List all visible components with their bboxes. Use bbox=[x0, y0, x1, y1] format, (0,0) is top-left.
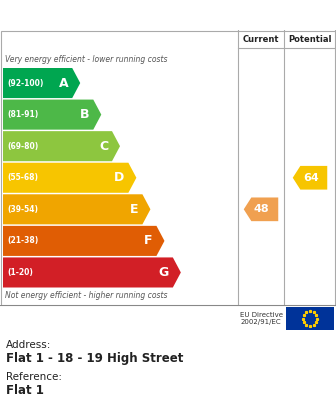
Polygon shape bbox=[293, 166, 327, 190]
Text: C: C bbox=[99, 140, 108, 153]
Polygon shape bbox=[3, 100, 101, 130]
Text: Very energy efficient - lower running costs: Very energy efficient - lower running co… bbox=[5, 56, 168, 64]
Text: Potential: Potential bbox=[288, 34, 332, 43]
Text: B: B bbox=[80, 108, 89, 121]
Text: E: E bbox=[130, 203, 138, 216]
Polygon shape bbox=[3, 258, 181, 288]
Text: A: A bbox=[58, 77, 68, 90]
Bar bbox=[284, 305, 336, 332]
Text: (55-68): (55-68) bbox=[7, 173, 38, 182]
Bar bbox=[286, 307, 334, 330]
Text: England, Scotland & Wales: England, Scotland & Wales bbox=[6, 312, 184, 325]
Polygon shape bbox=[3, 163, 136, 193]
Text: Energy Efficiency Rating: Energy Efficiency Rating bbox=[53, 6, 283, 24]
Text: 64: 64 bbox=[303, 173, 319, 183]
Polygon shape bbox=[3, 194, 151, 224]
Text: Flat 1 - 18 - 19 High Street: Flat 1 - 18 - 19 High Street bbox=[6, 352, 183, 365]
Text: D: D bbox=[114, 171, 124, 184]
Polygon shape bbox=[3, 226, 164, 256]
Text: EU Directive
2002/91/EC: EU Directive 2002/91/EC bbox=[240, 312, 283, 325]
Text: (81-91): (81-91) bbox=[7, 110, 38, 119]
Text: Flat 1: Flat 1 bbox=[6, 384, 44, 395]
Polygon shape bbox=[244, 198, 278, 221]
Text: Address:: Address: bbox=[6, 340, 51, 350]
Text: Not energy efficient - higher running costs: Not energy efficient - higher running co… bbox=[5, 290, 168, 299]
Text: (92-100): (92-100) bbox=[7, 79, 43, 88]
Text: 48: 48 bbox=[254, 204, 269, 214]
Text: (69-80): (69-80) bbox=[7, 142, 38, 150]
Text: Current: Current bbox=[243, 34, 279, 43]
Text: (1-20): (1-20) bbox=[7, 268, 33, 277]
Text: (21-38): (21-38) bbox=[7, 236, 38, 245]
Polygon shape bbox=[3, 131, 120, 161]
Text: F: F bbox=[144, 234, 153, 247]
Text: Reference:: Reference: bbox=[6, 372, 62, 382]
Text: G: G bbox=[159, 266, 169, 279]
Text: (39-54): (39-54) bbox=[7, 205, 38, 214]
Bar bbox=[238, 305, 284, 332]
Polygon shape bbox=[3, 68, 80, 98]
